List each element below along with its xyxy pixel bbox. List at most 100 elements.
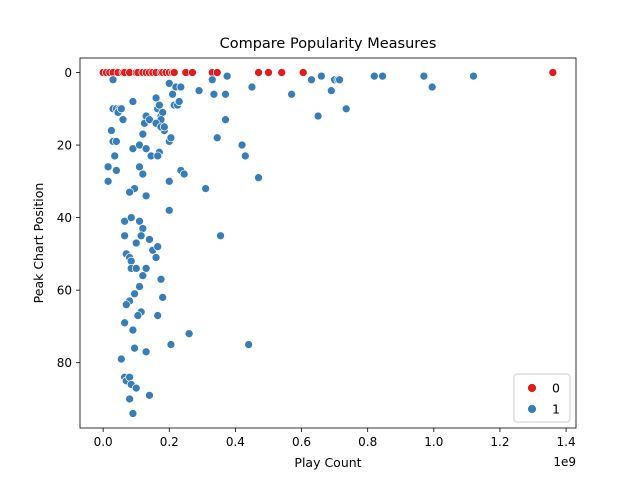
data-point-series-0 [264, 68, 273, 77]
x-tick-label: 1.2 [490, 435, 509, 449]
data-point-series-1 [469, 71, 478, 81]
data-point-series-1 [168, 89, 177, 99]
data-point-series-1 [112, 166, 121, 175]
data-point-series-1 [166, 133, 176, 143]
data-point-series-1 [201, 184, 210, 193]
data-point-series-1 [145, 115, 154, 125]
data-point-series-1 [121, 300, 131, 310]
data-point-series-1 [216, 231, 225, 241]
x-tick-label: 0.4 [226, 435, 245, 449]
data-point-series-1 [209, 89, 219, 99]
data-point-series-1 [153, 151, 163, 161]
legend-box [513, 373, 571, 423]
data-point-series-1 [141, 144, 151, 154]
data-point-series-1 [116, 104, 126, 114]
data-point-series-1 [128, 144, 138, 154]
data-point-series-1 [128, 409, 138, 418]
data-point-series-1 [156, 274, 166, 284]
y-tick-label: 40 [57, 211, 72, 225]
data-point-series-1 [184, 329, 194, 339]
y-tick-label: 20 [57, 139, 72, 153]
x-axis-title: Play Count [294, 455, 361, 470]
legend-marker-series-0 [527, 383, 537, 393]
data-point-series-1 [221, 89, 230, 99]
data-point-series-1 [159, 122, 169, 132]
data-point-series-1 [131, 383, 141, 393]
data-point-series-1 [145, 391, 154, 400]
data-point-series-1 [155, 100, 164, 110]
data-point-series-1 [107, 126, 116, 135]
data-point-series-1 [126, 256, 136, 266]
data-point-series-1 [116, 354, 126, 364]
data-point-series-1 [126, 213, 136, 222]
data-point-series-1 [125, 394, 134, 404]
data-point-series-1 [130, 289, 139, 299]
data-point-series-1 [130, 343, 139, 353]
data-point-series-1 [158, 293, 168, 302]
y-axis-title: Peak Chart Position [31, 183, 46, 304]
data-point-series-1 [151, 253, 161, 262]
data-point-series-1 [164, 176, 174, 186]
data-point-series-1 [125, 372, 134, 382]
data-point-series-1 [307, 75, 316, 85]
data-point-series-1 [138, 271, 148, 280]
x-tick-label: 0.8 [358, 435, 377, 449]
data-point-series-0 [188, 68, 197, 77]
data-point-series-1 [176, 82, 186, 92]
data-point-series-1 [207, 75, 217, 85]
data-point-series-1 [153, 242, 163, 251]
data-point-series-1 [135, 162, 144, 172]
x-tick-label: 0.0 [94, 435, 113, 449]
data-point-series-1 [136, 231, 146, 241]
data-point-series-1 [335, 75, 344, 85]
data-point-series-1 [326, 86, 336, 96]
data-point-series-1 [138, 224, 148, 233]
legend-label-series-0: 0 [552, 381, 560, 396]
data-point-series-1 [179, 169, 189, 179]
data-point-series-1 [244, 340, 253, 349]
data-point-series-1 [120, 216, 129, 226]
data-point-series-1 [128, 325, 138, 335]
data-point-series-1 [341, 104, 351, 114]
points-layer [98, 68, 558, 418]
data-point-series-1 [135, 216, 144, 226]
x-tick-label: 1.4 [557, 435, 576, 449]
data-point-series-1 [151, 93, 161, 103]
data-point-series-1 [120, 231, 129, 241]
data-point-series-0 [169, 68, 179, 77]
data-point-series-1 [135, 140, 144, 150]
data-point-series-1 [237, 140, 247, 150]
data-point-series-1 [222, 71, 232, 81]
data-point-series-1 [212, 133, 222, 143]
y-tick-label: 0 [64, 66, 72, 80]
data-point-series-0 [548, 68, 558, 77]
data-point-series-1 [110, 151, 120, 161]
data-point-series-1 [378, 71, 387, 81]
data-point-series-1 [221, 115, 230, 125]
data-point-series-1 [254, 173, 263, 183]
data-point-series-1 [194, 86, 204, 96]
data-point-series-1 [369, 71, 379, 81]
data-point-series-1 [128, 97, 138, 106]
data-point-series-1 [118, 115, 128, 125]
x-tick-label: 0.2 [160, 435, 179, 449]
data-point-series-1 [133, 311, 143, 320]
legend-marker-series-1 [527, 404, 537, 414]
data-point-series-1 [141, 264, 151, 273]
x-tick-label: 1.0 [424, 435, 443, 449]
data-point-series-1 [103, 162, 113, 172]
data-point-series-1 [141, 191, 151, 201]
data-point-series-1 [153, 311, 163, 320]
data-point-series-1 [103, 176, 113, 186]
data-point-series-0 [277, 68, 287, 77]
data-point-series-1 [158, 108, 168, 117]
x-axis-offset-label: 1e9 [553, 455, 576, 469]
legend: 0 1 [513, 373, 571, 423]
plot-frame [79, 57, 577, 429]
data-point-series-0 [212, 68, 222, 77]
data-point-series-1 [164, 79, 174, 88]
data-point-series-1 [247, 82, 257, 92]
data-point-series-1 [125, 187, 134, 197]
